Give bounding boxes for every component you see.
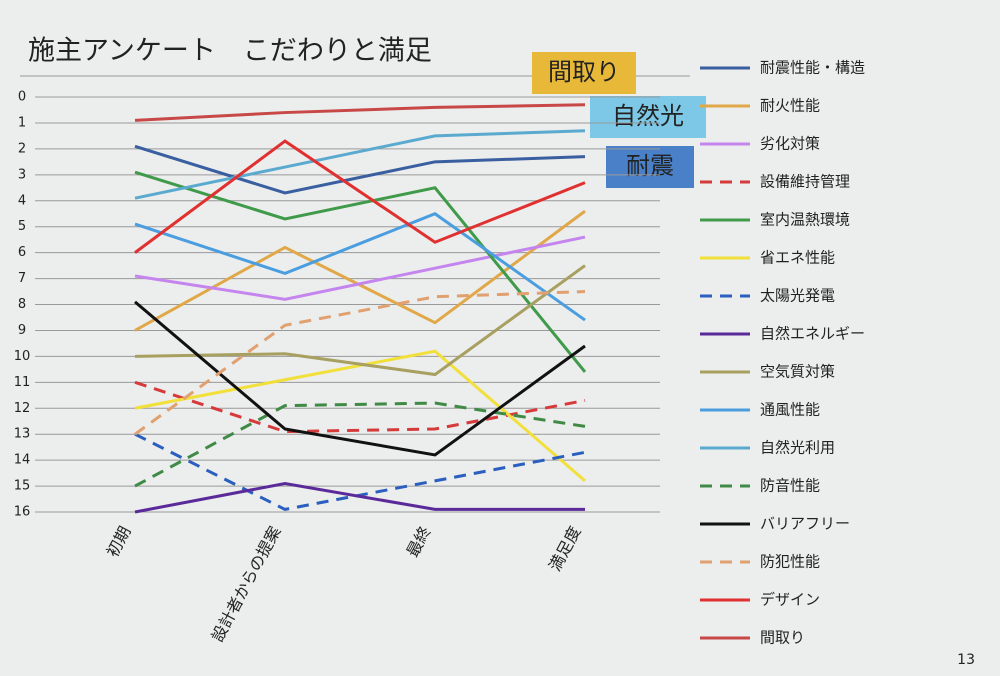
series-line	[134, 212, 586, 322]
legend-label: 防犯性能	[760, 553, 820, 571]
y-tick-label: 6	[18, 245, 26, 260]
y-tick-label: 3	[18, 167, 26, 182]
y-tick-label: 5	[18, 219, 26, 234]
page-number: 13	[957, 652, 975, 668]
series-line	[134, 401, 586, 488]
series-line	[134, 129, 586, 200]
y-tick-label: 11	[14, 375, 31, 390]
y-tick-label: 16	[14, 505, 31, 520]
legend-label: 設備維持管理	[760, 173, 850, 191]
y-tick-label: 9	[18, 323, 26, 338]
chart-title: 施主アンケート こだわりと満足	[28, 36, 432, 67]
legend-label: バリアフリー	[760, 515, 850, 533]
y-tick-label: 10	[14, 349, 31, 364]
legend-label: 空気質対策	[760, 363, 835, 381]
series-line	[134, 264, 586, 377]
y-tick-label: 1	[18, 115, 26, 130]
series-line	[134, 103, 586, 122]
y-tick-label: 2	[18, 141, 26, 156]
series-line	[134, 139, 586, 254]
legend-label: 太陽光発電	[760, 287, 835, 305]
series-line	[134, 290, 586, 436]
legend-label: 自然光利用	[760, 439, 835, 457]
y-tick-label: 0	[18, 90, 26, 105]
y-tick-label: 4	[18, 193, 26, 208]
y-tick-label: 8	[18, 297, 26, 312]
legend-label: 省エネ性能	[760, 249, 835, 267]
y-tick-label: 14	[14, 453, 31, 468]
legend-label: 劣化対策	[760, 135, 820, 153]
annotation: 自然光	[612, 102, 684, 130]
series-line	[134, 300, 586, 457]
annotation-box	[590, 96, 706, 138]
legend-label: 耐火性能	[760, 97, 820, 115]
legend-label: 耐震性能・構造	[760, 59, 865, 77]
annotation-box	[606, 146, 694, 188]
legend-label: デザイン	[760, 591, 820, 609]
y-tick-label: 7	[18, 271, 26, 286]
legend-label: 自然エネルギー	[760, 325, 865, 343]
legend-label: 防音性能	[760, 477, 820, 495]
y-tick-label: 12	[14, 401, 31, 416]
legend-label: 通風性能	[760, 401, 820, 419]
annotation-box	[532, 52, 636, 94]
legend-label: 室内温熱環境	[760, 211, 850, 229]
y-tick-label: 13	[14, 427, 31, 442]
legend-label: 間取り	[760, 629, 805, 647]
series-line	[134, 144, 586, 195]
annotation: 耐震	[626, 152, 674, 180]
series-line	[134, 235, 586, 301]
y-tick-label: 15	[14, 479, 31, 494]
annotation: 間取り	[548, 58, 620, 86]
series-line	[134, 481, 585, 514]
